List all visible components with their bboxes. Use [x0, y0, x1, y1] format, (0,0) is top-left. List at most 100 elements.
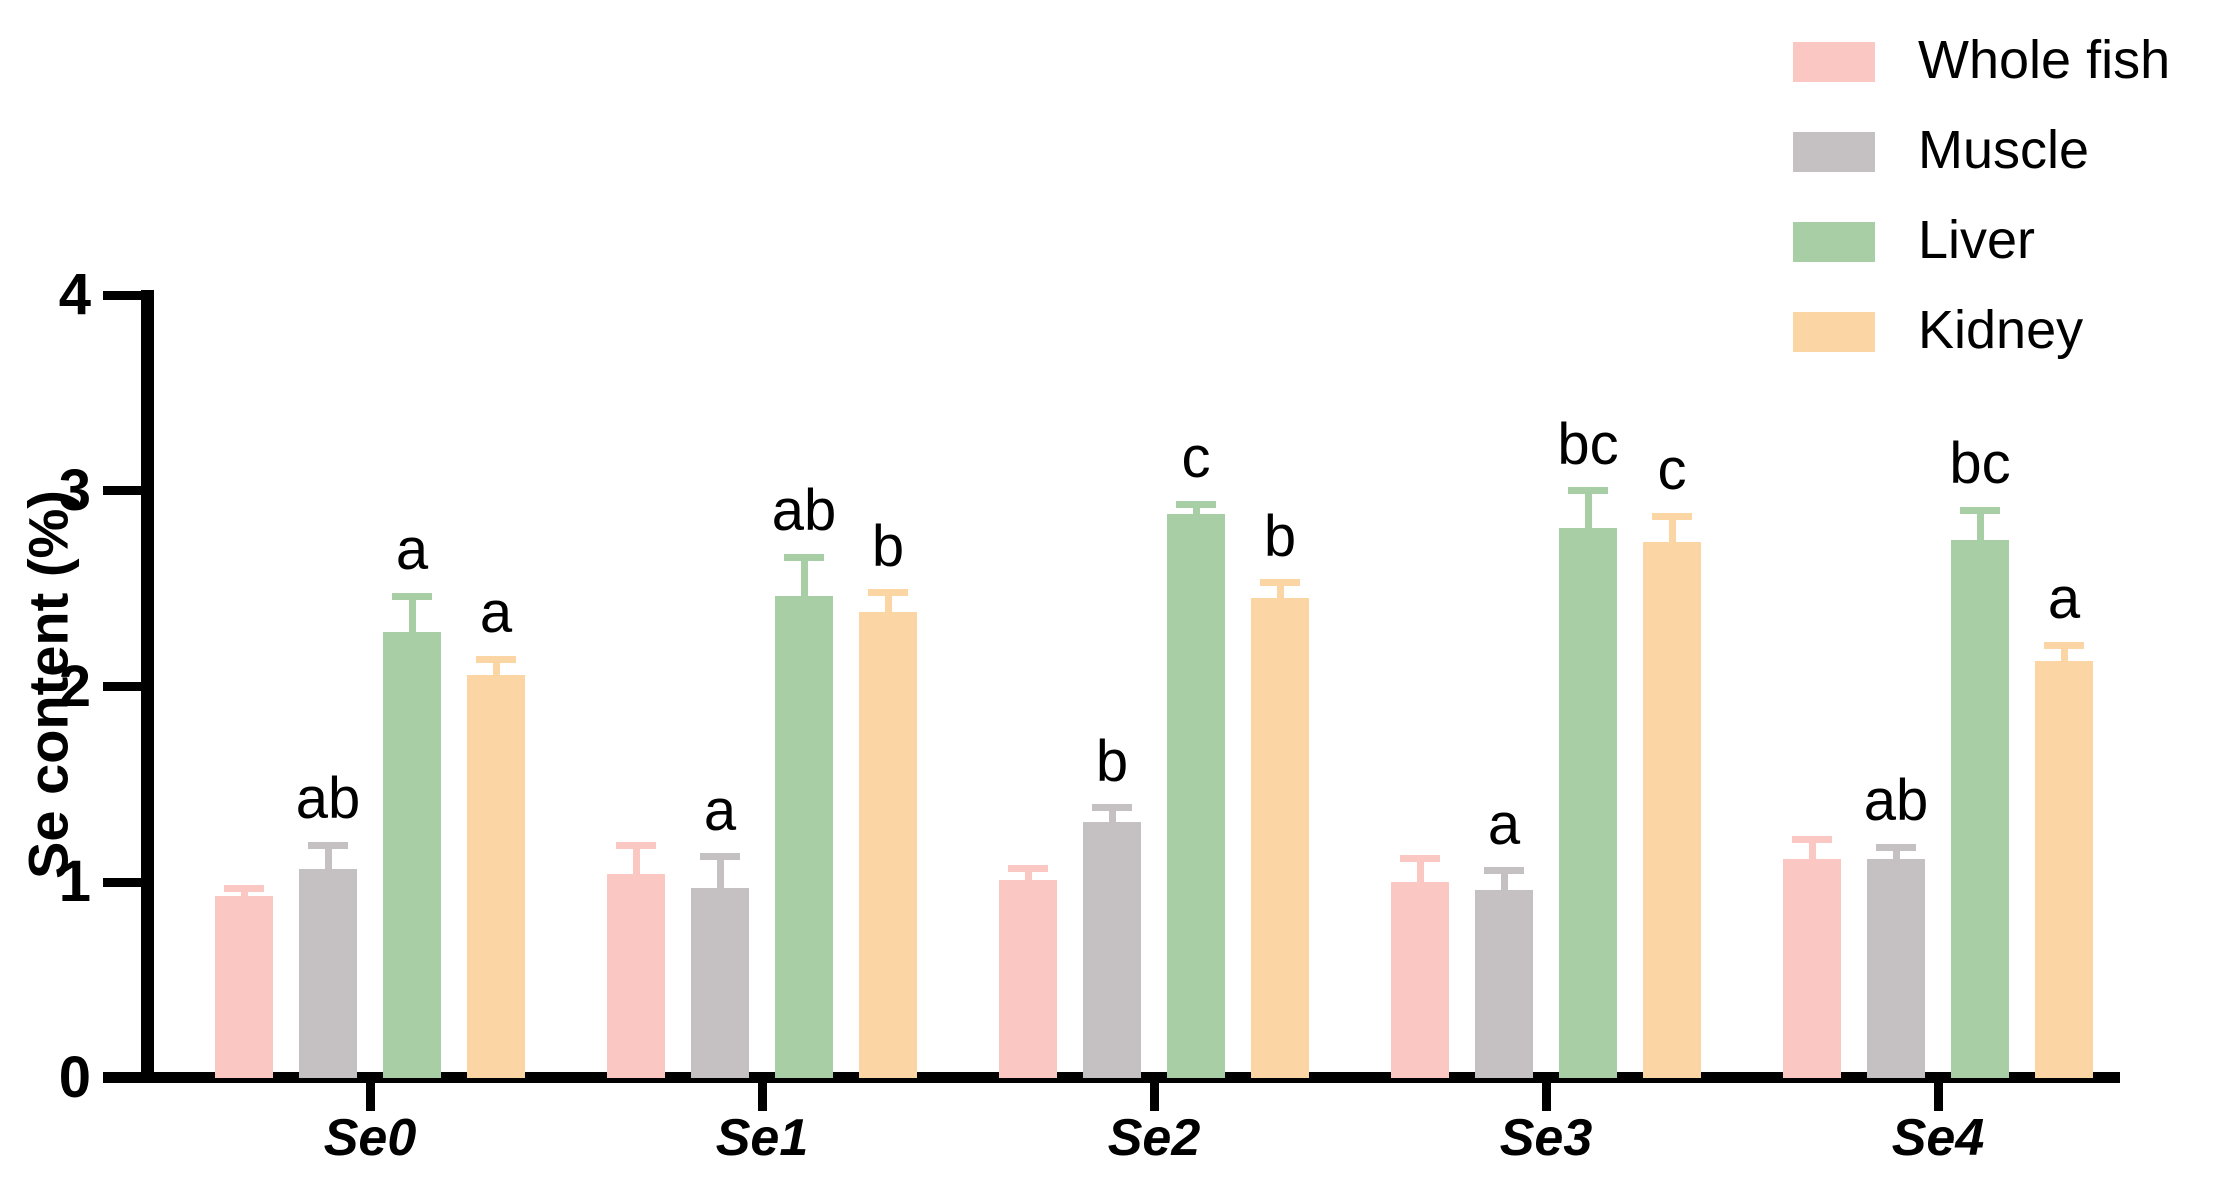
- error-bar-stem: [2060, 645, 2068, 664]
- error-bar-stem: [884, 592, 892, 615]
- error-bar-stem: [716, 856, 724, 891]
- y-tick-label: 1: [58, 849, 91, 915]
- sig-letter: a: [2047, 566, 2081, 632]
- error-bar-stem: [324, 845, 332, 871]
- y-tick: [103, 290, 141, 300]
- error-bar-stem: [1584, 490, 1592, 530]
- bar-kidney-se4: [2035, 661, 2093, 1078]
- x-tick-label-se0: Se0: [323, 1109, 417, 1167]
- error-bar-stem: [800, 557, 808, 599]
- sig-letter: bc: [1557, 411, 1619, 477]
- error-bar-cap: [1792, 835, 1832, 843]
- sig-letter: ab: [295, 766, 361, 832]
- error-bar-stem: [1808, 839, 1816, 861]
- error-bar-cap: [308, 841, 348, 849]
- error-bar-cap: [1008, 865, 1048, 873]
- error-bar-cap: [1652, 512, 1692, 520]
- error-bar-stem: [408, 596, 416, 634]
- y-tick: [103, 486, 141, 496]
- error-bar-stem: [1108, 807, 1116, 824]
- sig-letter: b: [871, 513, 905, 579]
- legend-swatch-liver: [1793, 222, 1875, 262]
- bar-kidney-se3: [1643, 541, 1701, 1078]
- legend-swatch-muscle: [1793, 132, 1875, 172]
- x-tick: [365, 1083, 375, 1111]
- error-bar-stem: [1976, 510, 1984, 542]
- error-bar-cap: [1260, 579, 1300, 587]
- bar-kidney-se2: [1251, 598, 1309, 1078]
- bar-muscle-se4: [1867, 858, 1925, 1078]
- error-bar-cap: [1176, 500, 1216, 508]
- legend-label-whole-fish: Whole fish: [1918, 30, 2171, 90]
- error-bar-cap: [224, 884, 264, 892]
- y-tick: [103, 682, 141, 691]
- sig-letter: a: [703, 777, 737, 843]
- error-bar-stem: [1892, 847, 1900, 861]
- error-bar-stem: [240, 888, 248, 898]
- bar-liver-se1: [775, 596, 833, 1078]
- legend-label-kidney: Kidney: [1918, 300, 2084, 360]
- x-tick: [1541, 1083, 1551, 1111]
- y-tick-label: 4: [58, 262, 91, 327]
- bar-whole-fish-se4: [1783, 858, 1841, 1078]
- y-tick: [103, 877, 141, 887]
- bar-kidney-se0: [467, 674, 525, 1078]
- error-bar-stem: [1192, 504, 1200, 517]
- error-bar-cap: [868, 589, 908, 597]
- error-bar-cap: [1400, 855, 1440, 863]
- error-bar-cap: [616, 841, 656, 849]
- legend-label-muscle: Muscle: [1918, 120, 2090, 180]
- bar-muscle-se3: [1475, 890, 1533, 1078]
- error-bar-cap: [392, 592, 432, 600]
- error-bar-cap: [1568, 487, 1608, 495]
- legend-swatch-kidney: [1793, 312, 1875, 352]
- bar-muscle-se1: [691, 888, 749, 1078]
- bar-liver-se4: [1951, 539, 2009, 1078]
- sig-letter: a: [479, 580, 513, 646]
- bar-whole-fish-se3: [1391, 882, 1449, 1078]
- error-bar-cap: [1960, 506, 2000, 514]
- error-bar-cap: [476, 655, 516, 663]
- y-tick-label: 3: [58, 457, 91, 523]
- bar-muscle-se0: [299, 868, 357, 1078]
- y-tick-label: 2: [58, 653, 91, 719]
- x-tick: [757, 1083, 767, 1111]
- sig-letter: c: [1657, 437, 1687, 503]
- bar-whole-fish-se1: [607, 874, 665, 1078]
- error-bar-stem: [1416, 858, 1424, 885]
- legend-swatch-whole-fish: [1793, 42, 1875, 82]
- error-bar-stem: [1276, 582, 1284, 601]
- bar-liver-se2: [1167, 514, 1225, 1078]
- bar-whole-fish-se0: [215, 895, 273, 1078]
- bar-muscle-se2: [1083, 821, 1141, 1078]
- bar-liver-se3: [1559, 527, 1617, 1078]
- y-axis-line: [141, 290, 154, 1083]
- sig-letter: bc: [1949, 431, 2011, 497]
- error-bar-stem: [1024, 868, 1032, 883]
- error-bar-cap: [784, 553, 824, 561]
- sig-letter: b: [1263, 503, 1297, 569]
- bar-liver-se0: [383, 631, 441, 1078]
- error-bar-cap: [1876, 843, 1916, 851]
- sig-letter: a: [1487, 791, 1521, 857]
- error-bar-cap: [700, 853, 740, 861]
- x-tick: [1149, 1083, 1159, 1111]
- bar-kidney-se1: [859, 612, 917, 1078]
- sig-letter: ab: [1863, 768, 1929, 833]
- sig-letter: a: [395, 517, 429, 583]
- error-bar-stem: [492, 659, 500, 677]
- error-bar-cap: [2044, 641, 2084, 649]
- y-tick-label: 0: [58, 1045, 91, 1110]
- sig-letter: b: [1095, 728, 1129, 794]
- sig-letter: ab: [771, 478, 837, 544]
- legend-label-liver: Liver: [1918, 210, 2036, 270]
- bar-whole-fish-se2: [999, 880, 1057, 1078]
- x-tick-label-se3: Se3: [1499, 1109, 1593, 1167]
- error-bar-stem: [632, 845, 640, 877]
- sig-letter: c: [1181, 425, 1211, 491]
- x-tick: [1933, 1083, 1943, 1111]
- error-bar-stem: [1668, 516, 1676, 544]
- error-bar-cap: [1484, 867, 1524, 874]
- x-tick-label-se4: Se4: [1891, 1109, 1985, 1167]
